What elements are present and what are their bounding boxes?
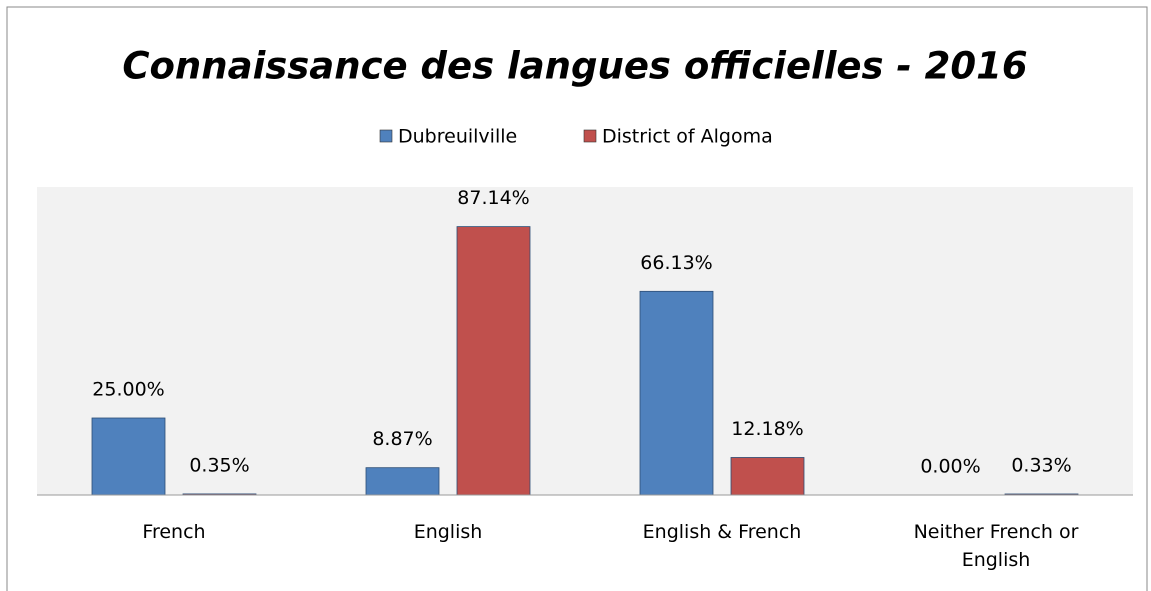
bar (730, 457, 805, 496)
legend-swatch (379, 129, 393, 143)
data-label: 12.18% (731, 418, 803, 440)
data-label: 0.35% (189, 454, 249, 476)
data-label: 87.14% (457, 187, 529, 209)
x-tick-label: French (142, 521, 206, 543)
bar (639, 290, 714, 496)
bar (91, 417, 166, 496)
bar (365, 467, 440, 496)
legend-swatch (583, 129, 597, 143)
bar (456, 226, 531, 496)
legend-label: District of Algoma (602, 126, 773, 148)
legend-label: Dubreuilville (398, 126, 517, 148)
x-tick-label: English (413, 521, 483, 543)
data-label: 25.00% (92, 379, 164, 401)
data-label: 0.33% (1011, 454, 1071, 476)
plot-area (37, 187, 1133, 495)
data-label: 0.00% (920, 456, 980, 478)
chart-title: Connaissance des langues officielles - 2… (122, 45, 1027, 88)
x-tick-label: Neither French or English (913, 521, 1079, 571)
data-label: 8.87% (372, 428, 432, 450)
data-label: 66.13% (640, 252, 712, 274)
x-tick-label: English & French (642, 521, 802, 543)
